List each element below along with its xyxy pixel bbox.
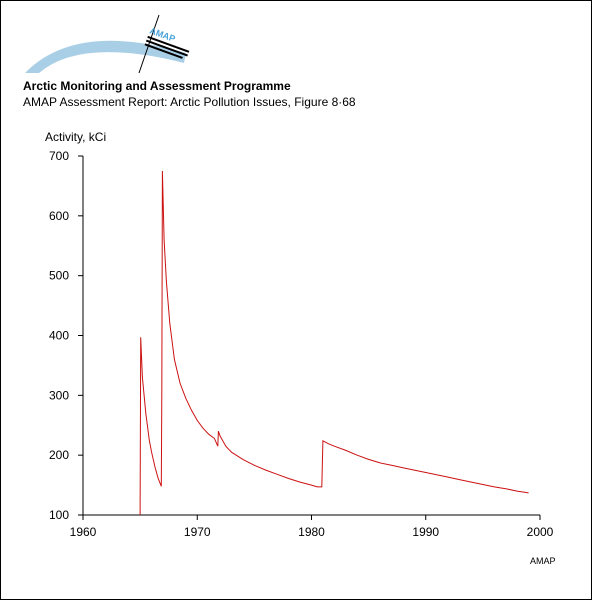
logo-arc — [25, 40, 186, 73]
logo-fineprint-2 — [145, 39, 188, 57]
amap-logo: AMAP — [25, 14, 190, 74]
logo-fineprint-3 — [144, 43, 183, 59]
y-axis-label: Activity, kCi — [45, 130, 106, 144]
logo-diagonal — [138, 14, 160, 74]
report-line: AMAP Assessment Report: Arctic Pollution… — [23, 95, 356, 109]
x-tick-label: 1980 — [298, 525, 325, 539]
x-tick-label: 1990 — [412, 525, 439, 539]
x-tick-label: 1970 — [184, 525, 211, 539]
y-tick-label: 300 — [49, 388, 69, 402]
logo-fineprint-1 — [147, 35, 190, 53]
org-title: Arctic Monitoring and Assessment Program… — [23, 79, 291, 93]
y-tick-label: 200 — [49, 448, 69, 462]
y-tick-label: 600 — [49, 209, 69, 223]
x-tick-label: 1960 — [70, 525, 97, 539]
chart-ticks: 100 200 300 400 500 600 700 1960 1970 1980 1990 200… — [49, 149, 554, 539]
y-tick-label: 100 — [49, 508, 69, 522]
y-tick-label: 400 — [49, 329, 69, 343]
series-line — [139, 170, 529, 516]
y-tick-label: 500 — [49, 269, 69, 283]
credit-label: AMAP — [530, 556, 556, 566]
chart-axes — [82, 156, 540, 516]
y-tick-label: 700 — [49, 149, 69, 163]
x-tick-label: 2000 — [527, 525, 554, 539]
